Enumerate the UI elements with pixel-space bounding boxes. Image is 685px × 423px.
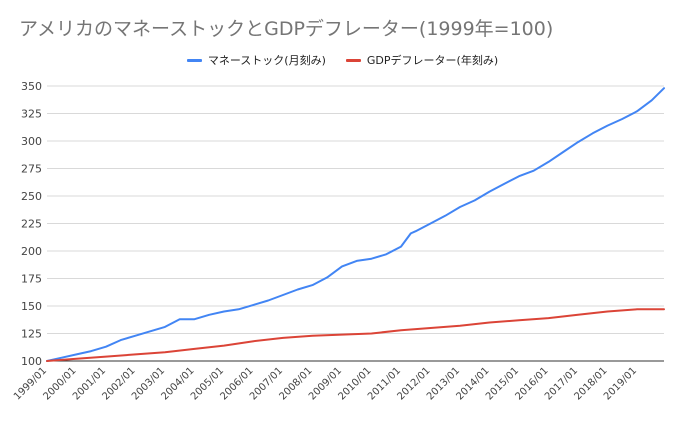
chart-title: アメリカのマネーストックとGDPデフレーター(1999年=100): [19, 18, 554, 40]
y-axis-tick-labels: 100 125 150 175 200 225 250 275 300 325 350: [21, 80, 42, 368]
y-tick-label: 350: [21, 80, 42, 93]
legend-item-money-stock: マネーストック(月刻み): [186, 52, 326, 68]
y-tick-label: 200: [21, 245, 42, 258]
y-tick-label: 225: [21, 218, 42, 231]
series-line-money-stock: [46, 87, 665, 362]
series-lines: [46, 87, 665, 362]
legend-swatch-gdp-deflator: [345, 58, 361, 62]
x-axis-tick-labels: 1999/012000/012001/012002/012003/012004/…: [12, 365, 639, 402]
y-tick-label: 250: [21, 190, 42, 203]
y-tick-label: 125: [21, 328, 42, 341]
x-tick-label: 2019/01: [602, 365, 639, 402]
y-tick-label: 100: [21, 355, 42, 368]
y-tick-label: 150: [21, 300, 42, 313]
y-tick-label: 325: [21, 108, 42, 121]
series-line-gdp-deflator: [46, 308, 665, 362]
y-tick-label: 275: [21, 163, 42, 176]
y-tick-label: 300: [21, 135, 42, 148]
legend-label-money-stock: マネーストック(月刻み): [207, 54, 326, 67]
legend-item-gdp-deflator: GDPデフレーター(年刻み): [345, 52, 499, 68]
legend-swatch-money-stock: [186, 58, 202, 62]
grid-lines: [47, 85, 664, 362]
y-tick-label: 175: [21, 273, 42, 286]
legend-label-gdp-deflator: GDPデフレーター(年刻み): [366, 54, 499, 67]
chart-legend: マネーストック(月刻み) GDPデフレーター(年刻み): [0, 52, 685, 68]
